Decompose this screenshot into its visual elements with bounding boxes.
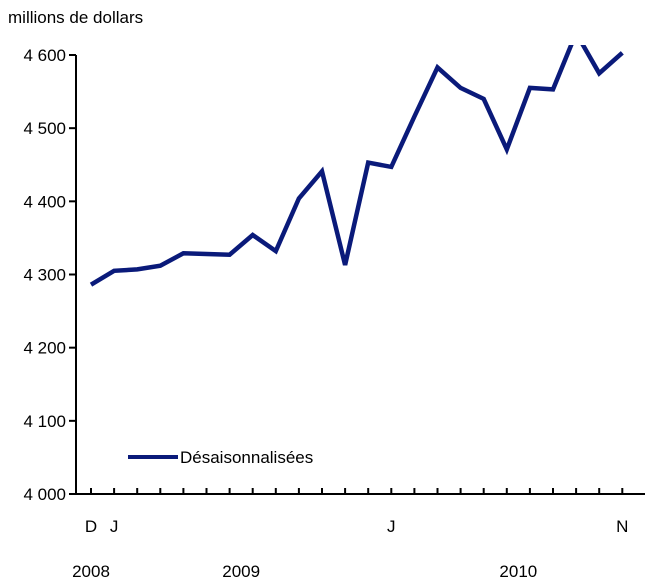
y-axis: 4 000 4 100 4 200 4 300 4 400 4 500 4 600: [23, 46, 77, 504]
y-tick-label: 4 300: [23, 266, 66, 285]
y-tick-label: 4 100: [23, 412, 66, 431]
legend: Désaisonnalisées: [128, 448, 313, 467]
x-month-label: N: [616, 517, 628, 536]
legend-label: Désaisonnalisées: [180, 448, 313, 467]
x-year-label: 2009: [222, 562, 260, 581]
x-month-label: J: [387, 517, 396, 536]
series-line: [89, 45, 624, 287]
y-tick-label: 4 600: [23, 46, 66, 65]
y-axis-label: millions de dollars: [8, 8, 143, 27]
y-tick-label: 4 200: [23, 339, 66, 358]
y-tick-label: 4 500: [23, 119, 66, 138]
series-group: [89, 45, 624, 287]
x-month-label: J: [110, 517, 119, 536]
x-month-label: D: [85, 517, 97, 536]
y-tick-label: 4 400: [23, 192, 66, 211]
y-tick-label: 4 000: [23, 485, 66, 504]
x-year-label: 2008: [72, 562, 110, 581]
x-year-label: 2010: [499, 562, 537, 581]
